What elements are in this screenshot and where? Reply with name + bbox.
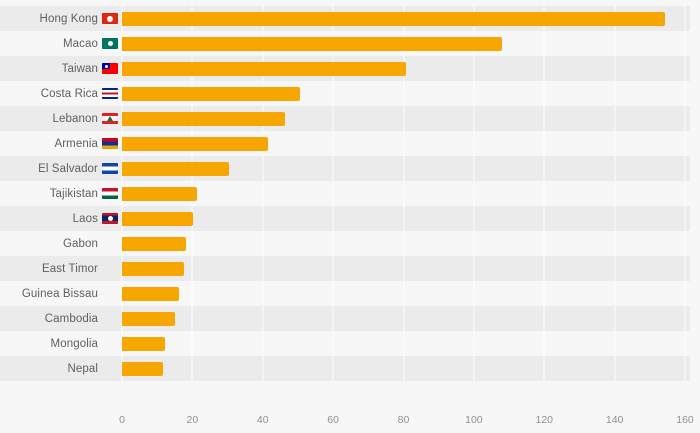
chart-row: Macao [0, 31, 690, 56]
bar [122, 36, 502, 51]
taiwan-flag-icon [102, 63, 118, 74]
category-label: Armenia [54, 137, 98, 150]
category-label: El Salvador [38, 162, 98, 175]
chart-row: Tajikistan [0, 181, 690, 206]
chart-row: Lebanon [0, 106, 690, 131]
chart-row: Taiwan [0, 56, 690, 81]
x-axis-tick-label: 160 [676, 414, 694, 426]
chart-row: Laos [0, 206, 690, 231]
flag-slot [98, 38, 122, 49]
x-axis-tick-label: 20 [186, 414, 199, 426]
flag-slot [98, 88, 122, 99]
costa-rica-flag-icon [102, 88, 118, 99]
flag-slot [98, 213, 122, 224]
laos-flag-icon [102, 213, 118, 224]
hong-kong-flag-icon [102, 13, 118, 24]
x-axis: 0 20 40 60 80 100 120 140 160 [119, 414, 694, 430]
plot-cell [122, 306, 690, 331]
plot-cell [122, 56, 690, 81]
x-axis-tick-label: 0 [119, 414, 125, 426]
plot-cell [122, 131, 690, 156]
flag-slot [98, 113, 122, 124]
category-label: Gabon [62, 237, 98, 250]
chart-row: Guinea Bissau [0, 281, 690, 306]
bar [122, 11, 666, 26]
category-label: Cambodia [44, 312, 98, 325]
chart-row: Armenia [0, 131, 690, 156]
chart-row: Nepal [0, 356, 690, 381]
plot-cell [122, 31, 690, 56]
plot-cell [122, 156, 690, 181]
armenia-flag-icon [102, 138, 118, 149]
plot-cell [122, 281, 690, 306]
bar [122, 136, 268, 151]
bar [122, 186, 197, 201]
chart-row: East Timor [0, 256, 690, 281]
category-label: Taiwan [61, 62, 98, 75]
chart-row: Mongolia [0, 331, 690, 356]
bar [122, 61, 406, 76]
plot-cell [122, 181, 690, 206]
category-label: Hong Kong [39, 12, 98, 25]
chart-row: Hong Kong [0, 6, 690, 31]
category-label: Costa Rica [40, 87, 98, 100]
x-axis-tick-label: 40 [256, 414, 269, 426]
flag-slot [98, 63, 122, 74]
bar [122, 236, 186, 251]
bar [122, 336, 165, 351]
bar [122, 211, 193, 226]
chart-row: Costa Rica [0, 81, 690, 106]
plot-cell [122, 231, 690, 256]
el-salvador-flag-icon [102, 163, 118, 174]
chart-row: El Salvador [0, 156, 690, 181]
bar [122, 311, 176, 326]
bar [122, 286, 179, 301]
category-label: Laos [72, 212, 98, 225]
category-label: Nepal [67, 362, 98, 375]
x-axis-tick-label: 80 [397, 414, 410, 426]
bar [122, 86, 300, 101]
lebanon-flag-icon [102, 113, 118, 124]
category-label: Macao [62, 37, 98, 50]
flag-slot [98, 13, 122, 24]
plot-cell [122, 356, 690, 381]
bar [122, 361, 163, 376]
flag-slot [98, 163, 122, 174]
plot-cell [122, 106, 690, 131]
macao-flag-icon [102, 38, 118, 49]
x-axis-tick-label: 140 [605, 414, 624, 426]
plot-cell [122, 206, 690, 231]
category-label: Tajikistan [49, 187, 98, 200]
category-label: East Timor [42, 262, 98, 275]
chart-row: Cambodia [0, 306, 690, 331]
flag-slot [98, 188, 122, 199]
plot-cell [122, 81, 690, 106]
bar [122, 261, 185, 276]
category-label: Lebanon [52, 112, 98, 125]
plot-cell [122, 331, 690, 356]
bar [122, 111, 286, 126]
x-axis-tick-label: 120 [535, 414, 554, 426]
x-axis-tick-label: 60 [327, 414, 339, 426]
plot-cell [122, 256, 690, 281]
chart-rows: Hong Kong Macao Taiwan Costa Rica Lebanon Arm… [0, 6, 690, 381]
plot-cell [122, 6, 690, 31]
x-axis-tick-label: 100 [465, 414, 483, 426]
bar [122, 161, 229, 176]
chart-row: Gabon [0, 231, 690, 256]
flag-slot [98, 138, 122, 149]
category-label: Mongolia [50, 337, 98, 350]
tajikistan-flag-icon [102, 188, 118, 199]
category-label: Guinea Bissau [21, 287, 98, 300]
